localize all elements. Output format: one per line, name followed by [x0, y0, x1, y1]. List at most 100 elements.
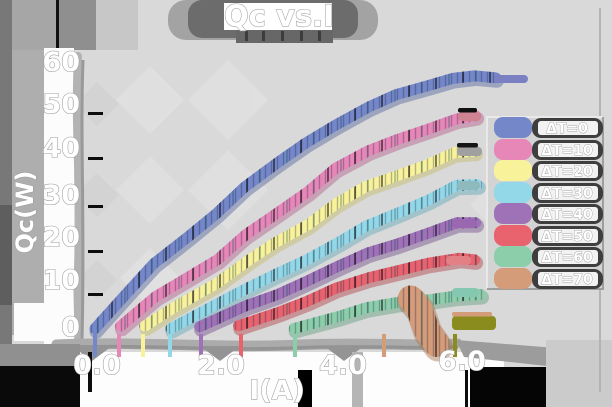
legend-label-dt50: ΔT=50 [541, 229, 593, 245]
left-edge-dark [0, 205, 12, 305]
series-tail-ΔT=70 [452, 316, 496, 330]
zero-cross-tick [239, 334, 243, 357]
legend-swatch-dt30 [494, 182, 532, 203]
bottom-left-black [0, 366, 80, 407]
legend-swatch-dt60 [494, 246, 532, 267]
zero-cross-tick [117, 334, 121, 357]
legend-label-box [538, 143, 598, 157]
y-tick-0: 0 [61, 312, 80, 343]
zero-cross-tick [293, 334, 297, 357]
y-tick-mark [88, 250, 103, 253]
bottom-gray-column [352, 352, 363, 407]
y-axis-title: Qc(W) [11, 170, 39, 253]
legend-swatch-dt40 [494, 203, 532, 224]
series-tail-ΔT=40 [452, 219, 477, 228]
y-tick-mark [88, 293, 103, 296]
x-tick-2: 2.0 [197, 350, 245, 381]
zero-cross-tick [168, 334, 172, 357]
bottom-right-gray [546, 340, 612, 407]
x-tick-mark [88, 352, 92, 392]
zero-cross-tick [382, 334, 386, 357]
y-tick-40: 40 [42, 133, 80, 164]
legend-swatch-dt10 [494, 139, 532, 160]
series-tail-ΔT=10 [458, 112, 481, 121]
x-tick-0: 0.0 [73, 350, 121, 381]
legend-bevel-light [486, 116, 603, 289]
series-hatch2-ΔT=30 [165, 179, 483, 334]
series-hatch2-ΔT=10 [115, 110, 482, 332]
series-tail-ΔT=60 [452, 288, 479, 297]
series-layer [89, 70, 528, 362]
legend-swatch-dt50 [494, 225, 532, 246]
x-axis-spine-shadow [57, 344, 459, 352]
y-axis-spine-shadow [80, 59, 85, 341]
x-axis: 0.0 2.0 4.0 6.0 I(A) [73, 345, 487, 406]
legend-label-box [538, 186, 598, 200]
legend-label-box [538, 207, 598, 221]
series-hatch2-ΔT=20 [139, 145, 480, 332]
xtick-strip [68, 352, 504, 407]
y-tick-50: 50 [42, 89, 80, 120]
bottom-black-patch-1 [298, 370, 312, 407]
bottom-black-patch-2 [470, 367, 546, 407]
legend-swatch-dt70 [494, 268, 532, 289]
y-tick-30: 30 [42, 180, 80, 211]
series-hatch2-ΔT=0 [89, 70, 501, 335]
legend: ΔT=0 ΔT=10 ΔT=20 ΔT=30 ΔT=40 ΔT=50 ΔT=60 [486, 116, 604, 290]
title-underline-smudge [236, 30, 333, 43]
y-axis: 60 50 40 30 20 10 0 Qc(W) [10, 46, 80, 343]
x-axis-spine [51, 338, 463, 350]
y-tick-mark [88, 112, 103, 115]
series-tail-ΔT=30 [457, 181, 480, 190]
legend-label-dt30: ΔT=30 [541, 186, 593, 202]
series-tail-stripe-ΔT=70 [452, 312, 492, 317]
series-tail-ΔT=0 [494, 75, 528, 83]
x-tick-4: 4.0 [319, 350, 367, 381]
zero-cross-tick [93, 334, 97, 357]
top-left-smudge-fade [96, 0, 138, 50]
legend-label-dt40: ΔT=40 [541, 207, 593, 223]
x-tick-mark [465, 370, 468, 407]
series-tail-ΔT=50 [446, 256, 471, 265]
legend-label-box [538, 164, 598, 178]
y-axis-spine [72, 52, 84, 349]
zero-cross-tick [199, 334, 203, 357]
zero-cross-tick [453, 334, 457, 357]
legend-swatch-dt20 [494, 160, 532, 181]
chart-title-group: Qc vs.I [168, 0, 378, 43]
bottom-left-gray [0, 344, 80, 366]
x-tick-6: 6.0 [438, 346, 486, 377]
series-tail-stripe-ΔT=10 [458, 108, 477, 113]
y-tick-mark [88, 157, 103, 160]
legend-bevel-dark [487, 117, 604, 290]
spine-artifact-line [56, 0, 59, 49]
legend-label-dt10: ΔT=10 [541, 143, 593, 159]
legend-swatch-dt0 [494, 117, 532, 138]
legend-label-box [538, 250, 598, 264]
y-tick-20: 20 [42, 222, 80, 253]
y-tick-10: 10 [42, 265, 80, 296]
ytick-strip [44, 48, 74, 350]
zero-cross-tick [141, 334, 145, 357]
chart-title: Qc vs.I [224, 0, 334, 33]
legend-label-dt60: ΔT=60 [541, 250, 593, 266]
axis-marks-layer [88, 112, 468, 407]
legend-label-box [538, 229, 598, 243]
legend-label-box [538, 272, 598, 286]
series-hatch2-ΔT=70 [397, 285, 450, 357]
legend-label-dt20: ΔT=20 [541, 164, 593, 180]
series-tail-ΔT=20 [457, 147, 482, 156]
title-underline-dashes [245, 31, 321, 41]
y-tick-60: 60 [42, 47, 80, 78]
y-tick-mark [88, 205, 103, 208]
spine-diamonds [75, 82, 119, 300]
title-box [224, 3, 332, 30]
series-tail-stripe-ΔT=20 [457, 143, 478, 148]
axis-end-wedge [456, 340, 556, 367]
ytick-strip-zero [14, 303, 58, 341]
legend-label-dt70: ΔT=70 [541, 272, 593, 288]
series-hatch2-ΔT=40 [194, 217, 481, 333]
legend-label-box [538, 121, 598, 135]
